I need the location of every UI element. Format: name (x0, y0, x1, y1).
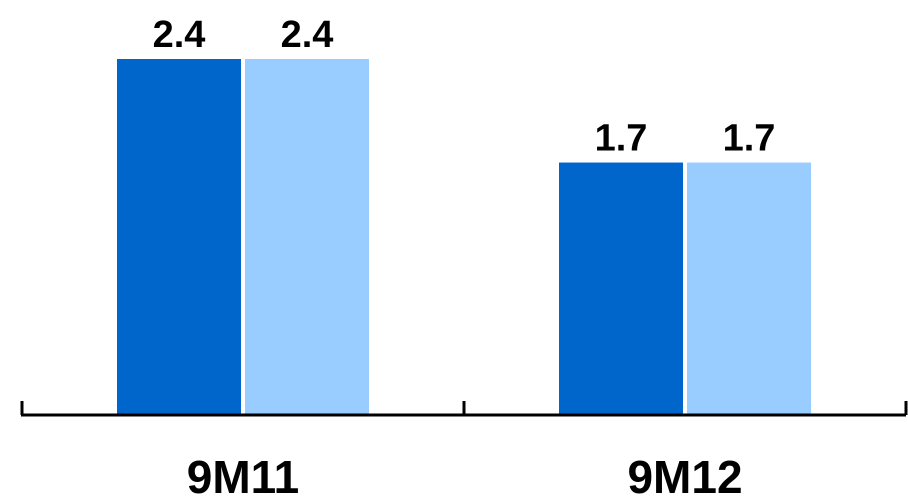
x-tick-labels: 9M11 9M12 (187, 451, 743, 503)
bars (117, 59, 811, 414)
value-label-9m11-series-1: 2.4 (153, 14, 206, 56)
value-label-9m12-series-1: 1.7 (595, 118, 648, 160)
bar-9m12-series-2 (687, 162, 811, 414)
bar-9m12-series-1 (559, 162, 683, 414)
bar-9m11-series-2 (245, 59, 369, 414)
value-label-9m12-series-2: 1.7 (723, 118, 776, 160)
bar-9m11-series-1 (117, 59, 241, 414)
x-tick-label-9m12: 9M12 (627, 451, 742, 503)
value-label-9m11-series-2: 2.4 (281, 14, 334, 56)
x-axis (20, 401, 908, 417)
x-tick-label-9m11: 9M11 (187, 451, 300, 503)
value-labels: 2.4 2.4 1.7 1.7 (153, 14, 776, 160)
